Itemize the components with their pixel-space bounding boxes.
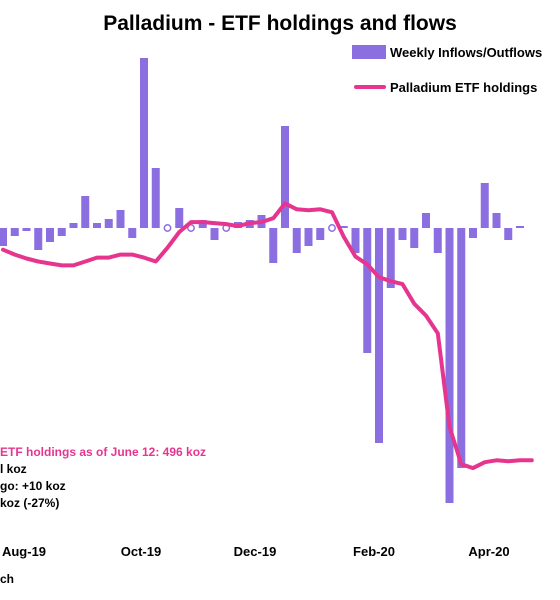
annotation-line-3: go: +10 koz <box>0 479 66 493</box>
x-axis-ticks: Aug-19 Oct-19 Dec-19 Feb-20 Apr-20 <box>2 544 510 559</box>
x-tick-label: Apr-20 <box>468 544 509 559</box>
holdings-line <box>1 201 534 471</box>
flow-bar <box>398 228 407 240</box>
flow-bar <box>10 228 19 236</box>
chart-title: Palladium - ETF holdings and flows <box>103 12 457 35</box>
flow-bar <box>422 213 430 228</box>
flow-bar <box>410 228 419 248</box>
flow-bar <box>433 228 442 253</box>
flow-bar <box>22 228 31 231</box>
flow-bar <box>46 228 54 242</box>
flow-bar <box>351 228 360 253</box>
flow-bar <box>304 228 313 246</box>
annotation-holdings: ETF holdings as of June 12: 496 koz <box>0 445 206 459</box>
flow-bar <box>0 228 7 246</box>
flow-bar <box>81 196 90 228</box>
annotation-line-4: koz (-27%) <box>0 496 59 510</box>
annotations: ETF holdings as of June 12: 496 koz l ko… <box>0 445 206 510</box>
legend-label-flows: Weekly Inflows/Outflows <box>390 45 542 60</box>
flow-bar <box>69 223 78 228</box>
x-tick-label: Dec-19 <box>234 544 277 559</box>
flow-bar <box>363 228 372 353</box>
flow-bar <box>292 228 301 253</box>
flow-zero-marker <box>187 224 195 232</box>
flow-bar <box>104 219 113 228</box>
flow-bar <box>281 126 289 228</box>
flow-bar <box>128 228 137 238</box>
flow-bar <box>151 168 160 228</box>
x-tick-label: Feb-20 <box>353 544 395 559</box>
flow-bar <box>445 228 454 503</box>
flow-bar <box>480 183 489 228</box>
flow-bar <box>386 228 395 288</box>
flow-bar <box>175 208 184 228</box>
zero-markers <box>163 224 336 232</box>
flow-bars <box>0 58 524 503</box>
legend: Weekly Inflows/Outflows Palladium ETF ho… <box>352 45 542 95</box>
x-tick-label: Oct-19 <box>121 544 161 559</box>
flow-bar <box>210 228 219 240</box>
flow-bar <box>504 228 513 240</box>
flow-zero-marker <box>163 224 172 232</box>
flow-bar <box>516 226 524 228</box>
flow-bar <box>269 228 278 263</box>
flow-zero-marker <box>328 224 336 232</box>
x-tick-label: Aug-19 <box>2 544 46 559</box>
flow-bar <box>57 228 66 236</box>
annotation-line-2: l koz <box>0 462 27 476</box>
legend-label-holdings: Palladium ETF holdings <box>390 80 537 95</box>
legend-swatch-bar <box>352 45 386 59</box>
flow-bar <box>93 223 101 228</box>
source-label: ch <box>0 572 14 586</box>
flow-bar <box>316 228 325 240</box>
flow-bar <box>339 226 348 228</box>
flow-bar <box>457 228 466 468</box>
flow-bar <box>492 213 501 228</box>
flow-bar <box>469 228 477 238</box>
flow-bar <box>140 58 148 228</box>
flow-bar <box>34 228 43 250</box>
flow-bar <box>116 210 125 228</box>
flow-bar <box>375 228 383 443</box>
